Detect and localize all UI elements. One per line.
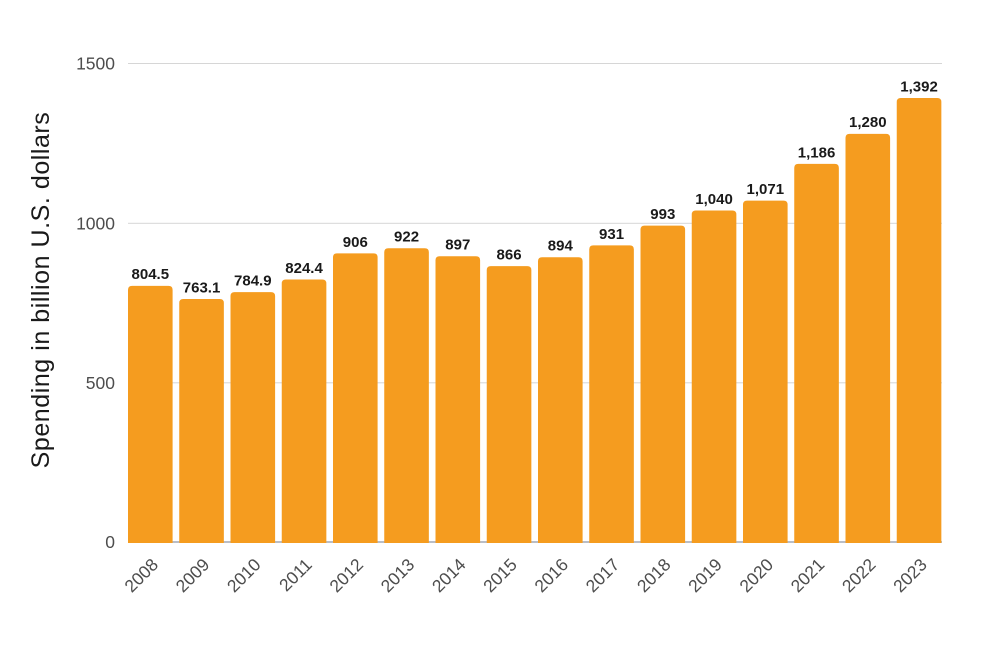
svg-text:784.9: 784.9 [234, 272, 272, 289]
svg-text:894: 894 [548, 238, 574, 255]
svg-text:Spending in billion U.S. dolla: Spending in billion U.S. dollars [27, 112, 55, 469]
svg-text:906: 906 [343, 234, 368, 251]
svg-text:897: 897 [445, 237, 470, 254]
svg-text:1,392: 1,392 [900, 78, 938, 95]
svg-text:1,071: 1,071 [747, 181, 785, 198]
svg-text:500: 500 [86, 373, 115, 393]
svg-text:1,040: 1,040 [695, 191, 733, 208]
svg-text:1,186: 1,186 [798, 144, 836, 161]
svg-text:763.1: 763.1 [183, 279, 221, 296]
svg-text:1000: 1000 [76, 214, 115, 234]
svg-text:1500: 1500 [76, 54, 115, 74]
svg-text:866: 866 [497, 247, 522, 264]
svg-text:993: 993 [650, 206, 675, 223]
svg-text:931: 931 [599, 226, 624, 243]
svg-text:1,280: 1,280 [849, 114, 887, 131]
svg-text:804.5: 804.5 [132, 266, 170, 283]
svg-text:922: 922 [394, 229, 419, 246]
svg-text:824.4: 824.4 [285, 260, 323, 277]
svg-text:0: 0 [105, 532, 115, 552]
